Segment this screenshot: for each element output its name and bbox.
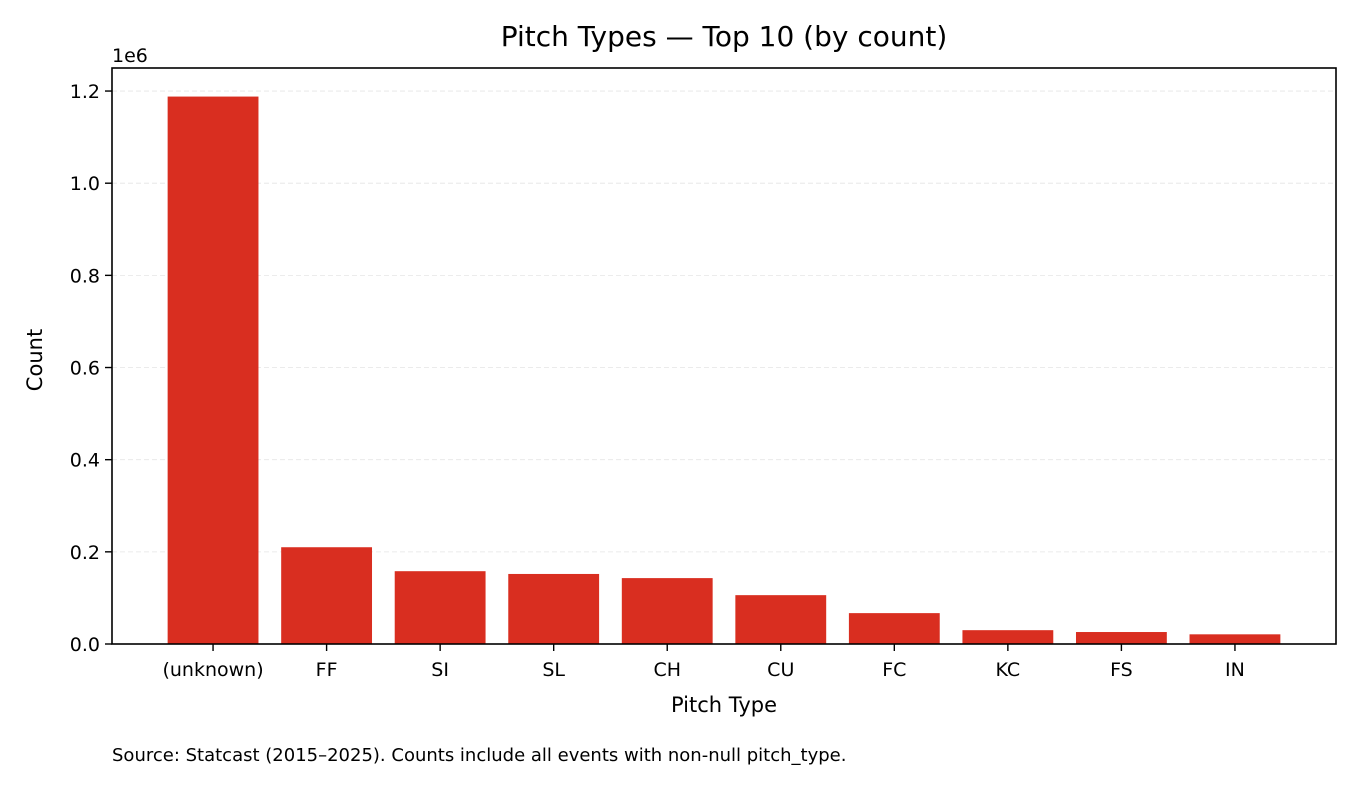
bar-KC <box>962 630 1054 644</box>
bars <box>167 96 1281 645</box>
x-tick-label: FC <box>882 659 906 681</box>
bar-CH <box>621 578 713 644</box>
bar-FS <box>1075 632 1167 644</box>
x-tick-label: CU <box>767 659 794 681</box>
x-tick-label: CH <box>653 659 681 681</box>
x-tick-label: FS <box>1110 659 1133 681</box>
y-tick-label: 0.0 <box>70 634 100 656</box>
x-tick-label: IN <box>1225 659 1245 681</box>
y-axis-label: Count <box>23 329 47 391</box>
y-tick-label: 0.8 <box>70 265 100 287</box>
y-axis-ticks: 0.0 0.2 0.4 0.6 0.8 1.0 1.2 <box>70 81 112 656</box>
y-tick-label: 0.6 <box>70 358 100 380</box>
x-tick-label: KC <box>996 659 1021 681</box>
source-footnote: Source: Statcast (2015–2025). Counts inc… <box>112 745 847 766</box>
x-axis-label: Pitch Type <box>671 693 777 717</box>
bar-CU <box>735 595 827 644</box>
y-scale-label: 1e6 <box>112 45 148 67</box>
bar-FF <box>281 547 373 644</box>
x-axis-ticks: (unknown) FF SI SL CH CU FC KC FS IN <box>162 644 1245 681</box>
y-tick-label: 0.4 <box>70 450 100 472</box>
bar-SL <box>508 573 600 644</box>
plot-frame <box>111 67 1337 645</box>
bar-FC <box>848 613 940 644</box>
x-tick-label: (unknown) <box>162 659 263 681</box>
x-tick-label: SL <box>542 659 565 681</box>
x-tick-label: SI <box>431 659 449 681</box>
y-tick-label: 1.2 <box>70 81 100 103</box>
chart-title: Pitch Types — Top 10 (by count) <box>501 20 948 53</box>
y-tick-label: 0.2 <box>70 542 100 564</box>
x-tick-label: FF <box>316 659 338 681</box>
bar-IN <box>1189 634 1281 644</box>
bar-unknown <box>167 96 259 645</box>
bar-SI <box>394 571 486 644</box>
y-tick-label: 1.0 <box>70 173 100 195</box>
